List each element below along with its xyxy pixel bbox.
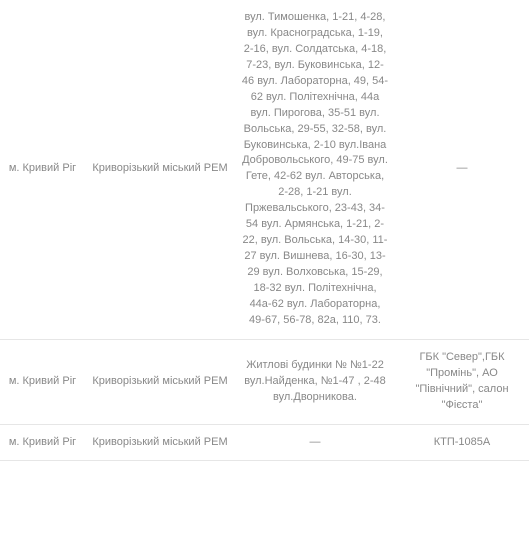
- table-row: м. Кривий Ріг Криворізький міський РЕМ —…: [0, 424, 529, 461]
- cell-addresses: —: [235, 424, 395, 461]
- cell-addresses: вул. Тимошенка, 1-21, 4-28, вул. Красног…: [235, 0, 395, 339]
- cell-note: —: [395, 0, 529, 339]
- cell-city: м. Кривий Ріг: [0, 339, 85, 424]
- cell-note: КТП-1085А: [395, 424, 529, 461]
- cell-org: Криворізький міський РЕМ: [85, 339, 235, 424]
- table-row: м. Кривий Ріг Криворізький міський РЕМ в…: [0, 0, 529, 339]
- table-row: м. Кривий Ріг Криворізький міський РЕМ Ж…: [0, 339, 529, 424]
- cell-addresses: Житлові будинки № №1-22 вул.Найденка, №1…: [235, 339, 395, 424]
- cell-note: ГБК "Север",ГБК "Промінь", АО "Північний…: [395, 339, 529, 424]
- cell-org: Криворізький міський РЕМ: [85, 424, 235, 461]
- cell-city: м. Кривий Ріг: [0, 424, 85, 461]
- cell-city: м. Кривий Ріг: [0, 0, 85, 339]
- outage-table: м. Кривий Ріг Криворізький міський РЕМ в…: [0, 0, 529, 461]
- cell-org: Криворізький міський РЕМ: [85, 0, 235, 339]
